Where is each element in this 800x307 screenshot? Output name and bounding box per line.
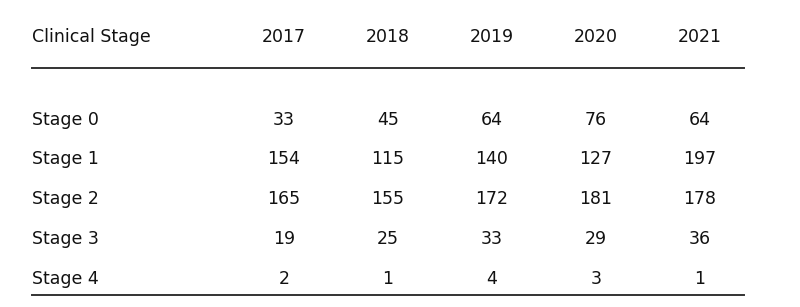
Text: 154: 154 bbox=[267, 150, 301, 169]
Text: 127: 127 bbox=[579, 150, 613, 169]
Text: 197: 197 bbox=[683, 150, 717, 169]
Text: 19: 19 bbox=[273, 230, 295, 248]
Text: Stage 4: Stage 4 bbox=[32, 270, 98, 288]
Text: 2017: 2017 bbox=[262, 28, 306, 46]
Text: 64: 64 bbox=[481, 111, 503, 129]
Text: 45: 45 bbox=[377, 111, 399, 129]
Text: 165: 165 bbox=[267, 190, 301, 208]
Text: 76: 76 bbox=[585, 111, 607, 129]
Text: 2: 2 bbox=[278, 270, 290, 288]
Text: Stage 1: Stage 1 bbox=[32, 150, 99, 169]
Text: 155: 155 bbox=[371, 190, 405, 208]
Text: 1: 1 bbox=[382, 270, 394, 288]
Text: Stage 2: Stage 2 bbox=[32, 190, 99, 208]
Text: 64: 64 bbox=[689, 111, 711, 129]
Text: 178: 178 bbox=[683, 190, 717, 208]
Text: 2021: 2021 bbox=[678, 28, 722, 46]
Text: 33: 33 bbox=[481, 230, 503, 248]
Text: 3: 3 bbox=[590, 270, 602, 288]
Text: 29: 29 bbox=[585, 230, 607, 248]
Text: 36: 36 bbox=[689, 230, 711, 248]
Text: 1: 1 bbox=[694, 270, 706, 288]
Text: 172: 172 bbox=[475, 190, 509, 208]
Text: 2019: 2019 bbox=[470, 28, 514, 46]
Text: 181: 181 bbox=[579, 190, 613, 208]
Text: 115: 115 bbox=[371, 150, 405, 169]
Text: 140: 140 bbox=[475, 150, 509, 169]
Text: 4: 4 bbox=[486, 270, 498, 288]
Text: Stage 0: Stage 0 bbox=[32, 111, 99, 129]
Text: Clinical Stage: Clinical Stage bbox=[32, 28, 150, 46]
Text: 33: 33 bbox=[273, 111, 295, 129]
Text: 2020: 2020 bbox=[574, 28, 618, 46]
Text: Stage 3: Stage 3 bbox=[32, 230, 99, 248]
Text: 2018: 2018 bbox=[366, 28, 410, 46]
Text: 25: 25 bbox=[377, 230, 399, 248]
